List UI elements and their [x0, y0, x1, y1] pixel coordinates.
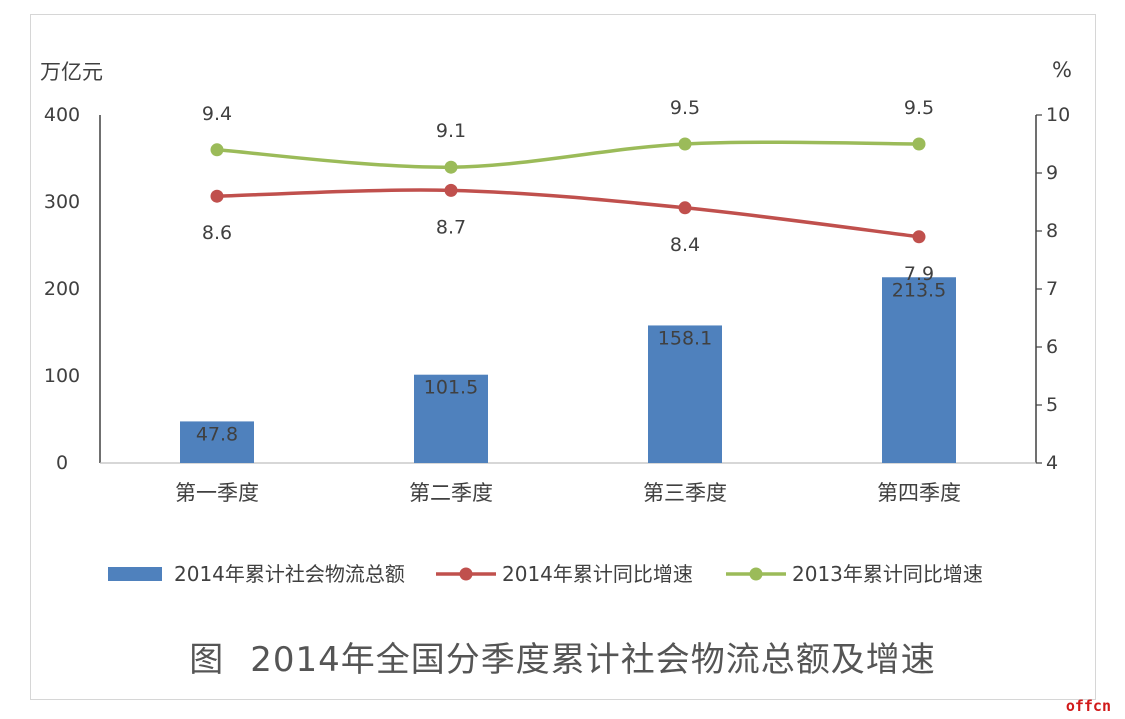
y-right-tick-label: 8: [1046, 220, 1058, 242]
line-data-label: 7.9: [904, 263, 934, 285]
line-data-label: 9.5: [904, 97, 934, 119]
bar: [648, 325, 722, 463]
data-point: [912, 137, 926, 151]
y-left-tick-label: 300: [44, 191, 80, 213]
bar-data-label: 47.8: [196, 423, 238, 445]
line-data-label: 9.4: [202, 103, 232, 125]
legend-marker: [459, 567, 473, 581]
y-right-tick-label: 6: [1046, 336, 1058, 358]
bar: [882, 277, 956, 463]
y-right-tick-label: 10: [1046, 104, 1070, 126]
series-line: [216, 188, 920, 239]
x-tick-label: 第三季度: [643, 481, 727, 505]
x-tick-label: 第一季度: [175, 481, 259, 505]
y-right-axis-title: %: [1052, 58, 1072, 82]
y-left-axis-title: 万亿元: [40, 60, 103, 84]
y-right-tick-label: 9: [1046, 162, 1058, 184]
line-data-label: 9.5: [670, 97, 700, 119]
line-data-label: 8.7: [436, 216, 466, 238]
data-point: [210, 189, 224, 203]
y-right-tick-label: 7: [1046, 278, 1058, 300]
x-tick-label: 第四季度: [877, 481, 961, 505]
bar: [180, 421, 254, 463]
data-point: [678, 137, 692, 151]
data-point: [444, 160, 458, 174]
caption-prefix: 图: [189, 640, 225, 680]
y-left-tick-label: 0: [56, 452, 68, 474]
caption-title: 2014年全国分季度累计社会物流总额及增速: [250, 640, 936, 680]
legend-marker: [749, 567, 763, 581]
y-left-tick-label: 400: [44, 104, 80, 126]
y-left-tick-label: 100: [44, 365, 80, 387]
x-tick-label: 第二季度: [409, 481, 493, 505]
data-point: [210, 143, 224, 157]
bar-data-label: 101.5: [424, 377, 478, 399]
bar: [414, 374, 488, 463]
bar-data-label: 213.5: [892, 279, 946, 301]
legend-label: 2013年累计同比增速: [792, 562, 983, 586]
legend-swatch: [108, 567, 162, 581]
data-point: [444, 183, 458, 197]
legend-label: 2014年累计同比增速: [502, 562, 693, 586]
y-left-tick-label: 200: [44, 278, 80, 300]
series-line: [216, 140, 920, 169]
bar-data-label: 158.1: [658, 327, 712, 349]
watermark-text: offcn: [1065, 697, 1111, 715]
chart-caption: 图 2014年全国分季度累计社会物流总额及增速: [0, 632, 1125, 681]
line-data-label: 8.4: [670, 234, 700, 256]
data-point: [912, 230, 926, 244]
data-point: [678, 201, 692, 215]
line-data-label: 8.6: [202, 222, 232, 244]
line-data-label: 9.1: [436, 120, 466, 142]
y-right-tick-label: 4: [1046, 452, 1058, 474]
legend-label: 2014年累计社会物流总额: [174, 562, 405, 586]
y-right-tick-label: 5: [1046, 394, 1058, 416]
